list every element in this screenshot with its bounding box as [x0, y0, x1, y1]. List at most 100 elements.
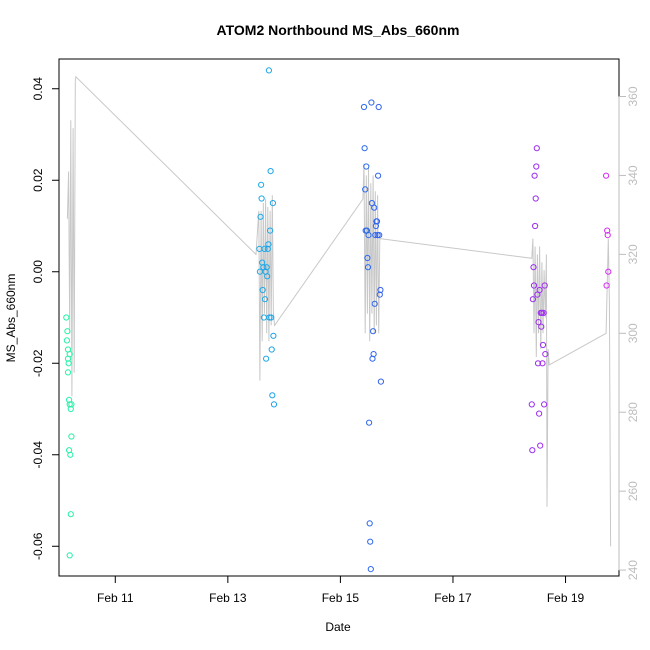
data-point [371, 204, 378, 211]
data-point [376, 232, 383, 239]
data-point [377, 286, 384, 294]
data-point [370, 351, 377, 358]
x-tick-label: Feb 11 [97, 591, 134, 605]
x-tick-label: Feb 19 [547, 591, 585, 605]
data-point [535, 319, 542, 326]
data-point [534, 360, 542, 367]
chart-title: ATOM2 Northbound MS_Abs_660nm [217, 22, 460, 38]
y-right-tick-label: 340 [626, 165, 640, 185]
data-point [269, 392, 276, 399]
data-point [360, 103, 368, 111]
y-right-tick-label: 280 [626, 402, 640, 422]
data-point [536, 410, 543, 417]
data-point [265, 241, 272, 248]
data-point [604, 232, 611, 239]
data-point [66, 552, 73, 559]
data-point [533, 163, 540, 170]
data-point [538, 309, 546, 316]
data-point [66, 351, 73, 358]
right-axis-series-line [66, 75, 612, 547]
x-axis-title: Date [325, 620, 351, 634]
y-axis-title: MS_Abs_660nm [4, 274, 18, 363]
y-right-tick-label: 260 [626, 481, 640, 501]
data-point [376, 291, 383, 298]
data-point [366, 520, 373, 527]
y-left-tick-label: 0.02 [31, 168, 45, 192]
data-point [267, 227, 274, 234]
data-point [603, 172, 610, 179]
x-tick-label: Feb 13 [209, 591, 247, 605]
y-axis-right: 240 260 280 300 320 340 360 [618, 86, 640, 580]
y-right-tick-label: 240 [626, 560, 640, 580]
x-tick-label: Feb 17 [434, 591, 472, 605]
data-point [375, 103, 382, 111]
data-point [528, 401, 535, 408]
data-point [267, 168, 274, 175]
data-point [64, 369, 72, 376]
data-points [63, 67, 612, 573]
data-point [605, 268, 612, 275]
data-point [367, 566, 374, 573]
data-point [364, 254, 371, 262]
data-point [266, 314, 273, 321]
data-point [533, 145, 540, 152]
data-point [263, 264, 270, 271]
data-point [362, 186, 369, 193]
data-point [256, 268, 263, 275]
data-point [539, 360, 546, 367]
data-point [375, 172, 382, 179]
data-point [532, 222, 539, 230]
data-point [529, 447, 536, 454]
data-point [259, 286, 266, 294]
data-point [530, 282, 538, 289]
data-point [63, 337, 71, 344]
y-left-tick-label: 0.04 [31, 77, 45, 101]
data-point [373, 218, 381, 225]
y-right-tick-label: 360 [626, 86, 640, 106]
data-point [540, 309, 547, 316]
data-point [538, 323, 545, 330]
data-point [603, 282, 610, 289]
data-point [361, 145, 368, 152]
y-right-tick-label: 320 [626, 244, 640, 264]
data-point [532, 195, 539, 202]
y-axis-left: 0.04 0.02 0.00 -0.02 -0.04 -0.06 [31, 77, 60, 560]
y-left-tick-label: -0.06 [31, 532, 45, 560]
data-point [537, 442, 544, 449]
data-point [265, 67, 272, 74]
data-point [261, 245, 268, 252]
data-point [268, 346, 275, 353]
data-point [541, 401, 548, 408]
data-point [529, 296, 537, 303]
data-point [264, 273, 271, 280]
y-left-tick-label: -0.04 [31, 441, 45, 469]
data-point [257, 213, 264, 220]
y-left-tick-label: 0.00 [31, 260, 45, 284]
data-point [270, 332, 277, 339]
data-point [68, 401, 75, 408]
data-point [365, 232, 372, 239]
data-point [68, 433, 75, 440]
data-point [363, 163, 370, 170]
data-point [65, 360, 72, 367]
data-point [264, 245, 271, 252]
data-point [268, 314, 275, 321]
data-point [531, 172, 538, 179]
data-point [258, 195, 265, 202]
data-point [367, 538, 374, 545]
data-point [64, 328, 71, 335]
data-point [368, 99, 375, 106]
data-point [366, 419, 373, 426]
data-point [67, 405, 74, 413]
data-point [536, 286, 543, 294]
data-point [261, 296, 269, 303]
data-point [542, 351, 549, 358]
data-point [258, 181, 265, 188]
data-point [539, 341, 547, 349]
data-point [372, 232, 379, 239]
data-point [67, 451, 74, 458]
data-point [269, 200, 276, 207]
x-axis: Feb 11 Feb 13 Feb 15 Feb 17 Feb 19 [97, 575, 585, 605]
data-point [541, 282, 548, 289]
